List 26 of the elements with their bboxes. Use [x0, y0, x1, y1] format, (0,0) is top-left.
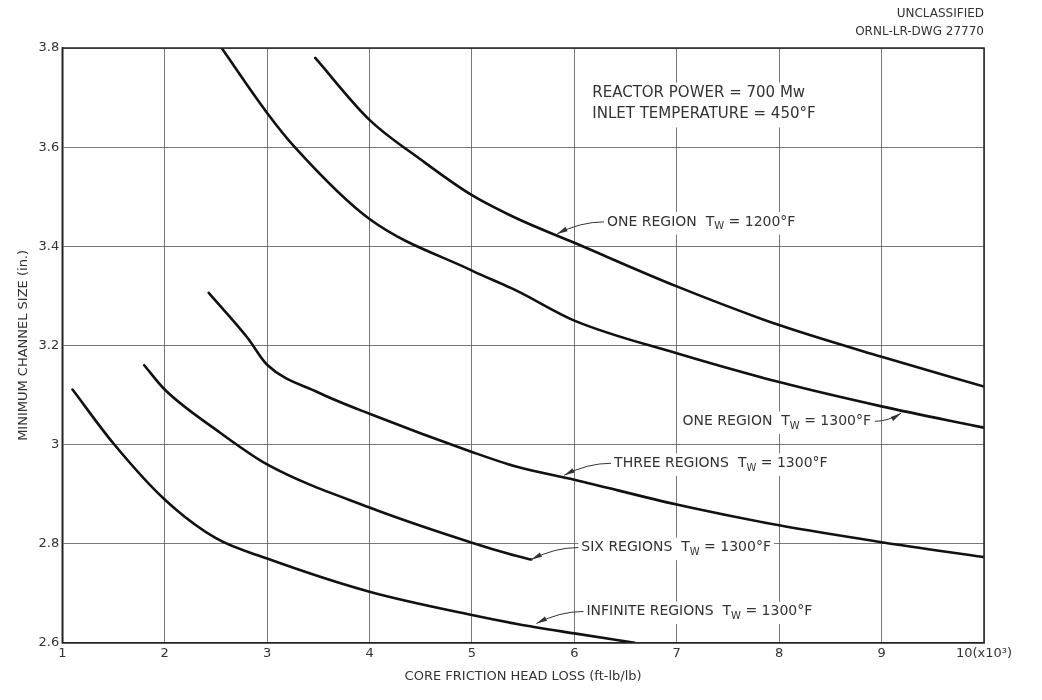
y-tick-label: 3.6	[38, 138, 60, 154]
x-tick-label: 6	[570, 644, 579, 660]
text: UNCLASSIFIED	[896, 6, 985, 21]
line-series	[313, 56, 984, 388]
line-series	[220, 48, 984, 429]
y-tick-label: 2.6	[38, 634, 60, 650]
annotation: INLET TEMPERATURE = 450°F	[592, 103, 816, 122]
y-tick-label: 3	[50, 435, 60, 451]
x-axis-title: CORE FRICTION HEAD LOSS (ft-lb/lb)	[404, 667, 642, 683]
x-tick-label: 1	[58, 644, 67, 660]
annotation: REACTOR POWER = 700 Mw	[592, 82, 806, 101]
y-axis-title: MINIMUM CHANNEL SIZE (in.)	[15, 249, 31, 441]
y-tick-label: 3.2	[38, 336, 60, 352]
y-tick-label: 2.8	[38, 535, 60, 551]
y-tick-label: 3.4	[38, 237, 60, 253]
x-tick-label: 9	[877, 644, 886, 660]
x-tick-label: 2	[160, 644, 169, 660]
x-tick-label: 3	[262, 644, 272, 660]
x-tick-label: 10(x10³)	[955, 644, 1013, 660]
text: ORNL-LR-DWG 27770	[855, 24, 984, 39]
y-tick-label: 3.8	[38, 39, 60, 55]
x-tick-label: 8	[775, 644, 784, 660]
x-tick-label: 7	[672, 644, 681, 660]
line-series	[207, 291, 984, 559]
x-tick-label: 5	[467, 644, 477, 660]
x-tick-label: 4	[365, 644, 374, 660]
